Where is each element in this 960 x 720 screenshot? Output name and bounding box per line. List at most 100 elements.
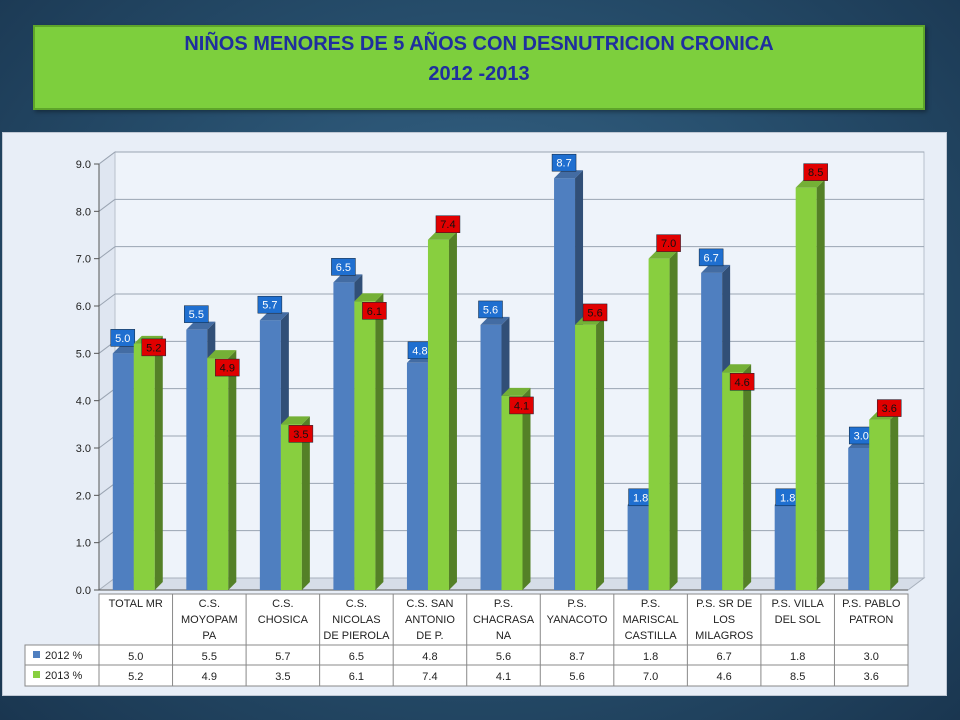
bar [112, 353, 134, 590]
data-label: 5.7 [262, 300, 277, 312]
bar [354, 301, 376, 590]
bar [575, 324, 597, 590]
y-tick-label: 0.0 [76, 585, 91, 597]
table-cell: 5.0 [128, 651, 143, 663]
data-label: 4.8 [412, 345, 427, 357]
gridline-depth [98, 198, 116, 212]
bar-top [354, 293, 384, 302]
gridline-depth [98, 246, 116, 260]
table-cell: 1.8 [643, 651, 658, 663]
table-cell: 5.7 [275, 651, 290, 663]
category-label: P.S. [567, 598, 586, 610]
bar [722, 372, 744, 590]
category-label: P.S. [494, 598, 513, 610]
category-label: PATRON [849, 614, 893, 626]
table-cell: 6.1 [349, 671, 364, 683]
data-label-box [478, 300, 503, 319]
data-label: 3.0 [854, 431, 869, 443]
bar [427, 239, 449, 590]
bar [701, 272, 723, 590]
data-label: 1.8 [780, 492, 795, 504]
data-label-box [582, 303, 608, 322]
bar [186, 329, 208, 590]
data-label-box [729, 373, 755, 391]
table-cell: 7.0 [643, 671, 658, 683]
data-label-box [698, 248, 724, 267]
table-cell: 5.5 [202, 651, 217, 663]
category-label: P.S. SR DE [696, 598, 752, 610]
category-label: CHOSICA [258, 614, 309, 626]
table-cell: 5.2 [128, 671, 143, 683]
bar [774, 504, 796, 590]
data-label: 5.0 [115, 333, 130, 345]
category-label: C.S. [272, 598, 293, 610]
gridline-depth [98, 435, 116, 449]
data-label: 5.5 [189, 309, 204, 321]
legend-key [33, 651, 40, 658]
bar [133, 343, 155, 590]
side-wall [98, 151, 116, 591]
bar-side [301, 416, 310, 590]
bar-top [480, 316, 510, 325]
table-cell: 4.1 [496, 671, 511, 683]
data-label-box [288, 425, 314, 443]
bar-side [669, 250, 678, 590]
category-label: CASTILLA [625, 630, 678, 642]
data-label: 4.6 [734, 377, 749, 389]
data-label: 6.7 [703, 252, 718, 264]
data-label-box [551, 153, 577, 172]
bar [648, 258, 670, 590]
bar-side [448, 231, 457, 590]
category-label: P.S. PABLO [842, 598, 901, 610]
bar-side [743, 364, 752, 590]
table-cell: 5.6 [496, 651, 511, 663]
chart-area: 0.0 1.0 2.0 3.0 4.0 5.0 6.0 7.0 8.0 9.0 5.0 5.2 5.5 4… [2, 132, 947, 696]
table-cell: 6.5 [349, 651, 364, 663]
bar-top [722, 364, 752, 373]
category-label: NICOLAS [332, 614, 380, 626]
bar-top [280, 416, 310, 425]
gridline-depth [98, 151, 116, 165]
table-cell: 4.6 [716, 671, 731, 683]
data-label: 7.4 [440, 219, 455, 231]
bar-top [648, 250, 678, 259]
data-label: 3.5 [293, 429, 308, 441]
data-label: 6.1 [367, 306, 382, 318]
table-cell: 4.8 [422, 651, 437, 663]
category-label: P.S. VILLA [771, 598, 824, 610]
gridline-depth [98, 293, 116, 307]
y-tick-label: 5.0 [76, 348, 91, 360]
bar [554, 178, 576, 590]
category-label: C.S. [346, 598, 367, 610]
data-label-box [876, 399, 902, 417]
bar-side [816, 179, 825, 590]
category-label: C.S. SAN [406, 598, 453, 610]
bar [501, 395, 523, 590]
data-label: 8.7 [556, 158, 571, 170]
y-tick-label: 6.0 [76, 301, 91, 313]
table-cell: 3.0 [864, 651, 879, 663]
bar [480, 324, 502, 590]
data-label: 3.6 [882, 403, 897, 415]
legend-key [33, 671, 40, 678]
y-tick-label: 9.0 [76, 159, 91, 171]
table-cell: 7.4 [422, 671, 437, 683]
data-label-box [362, 302, 387, 320]
data-label: 4.1 [514, 400, 529, 412]
table-cell: 3.5 [275, 671, 290, 683]
bar-chart: 0.0 1.0 2.0 3.0 4.0 5.0 6.0 7.0 8.0 9.0 5.0 5.2 5.5 4… [24, 151, 926, 687]
bar [795, 187, 817, 590]
category-label: P.S. [641, 598, 660, 610]
chart-subtitle: 2012 -2013 [428, 63, 530, 85]
bar-top [427, 231, 457, 240]
bar [207, 358, 229, 590]
bar-top [795, 179, 825, 188]
data-label-box [110, 329, 136, 347]
bar-side [522, 387, 531, 590]
data-label: 5.6 [483, 304, 498, 316]
bar-side [375, 293, 384, 590]
bar-top [554, 170, 584, 179]
table-cell: 6.7 [716, 651, 731, 663]
y-tick-label: 1.0 [76, 538, 91, 550]
bar [259, 320, 281, 590]
